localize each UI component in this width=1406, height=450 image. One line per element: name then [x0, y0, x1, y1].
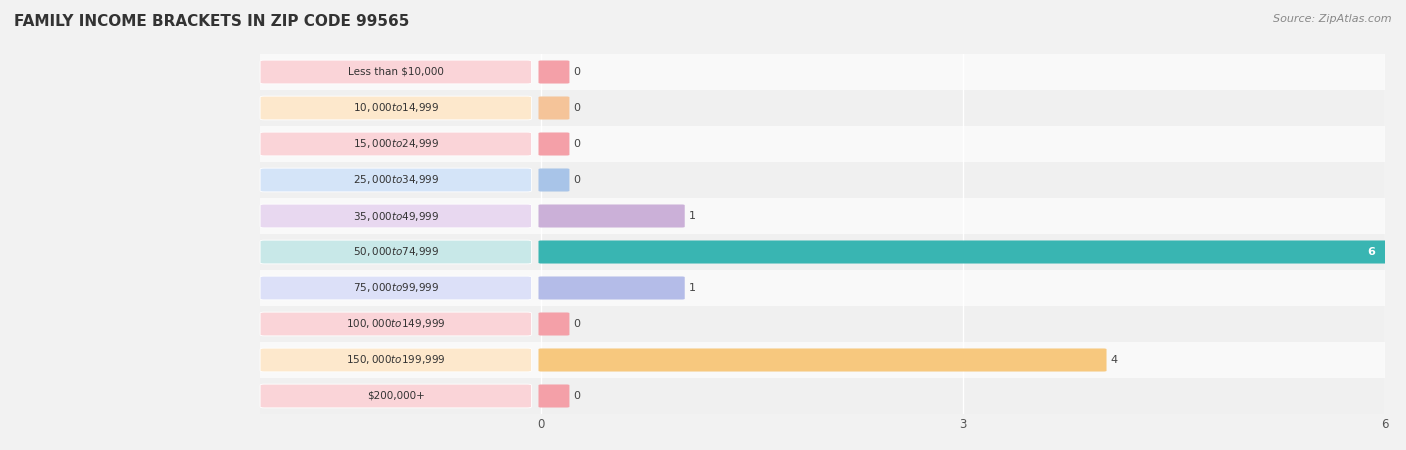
Text: 0: 0	[574, 391, 581, 401]
Bar	[260, 126, 1385, 162]
Bar	[260, 270, 1385, 306]
Text: $75,000 to $99,999: $75,000 to $99,999	[353, 282, 439, 294]
FancyBboxPatch shape	[538, 240, 1388, 264]
Bar	[260, 378, 1385, 414]
Text: $15,000 to $24,999: $15,000 to $24,999	[353, 138, 439, 150]
Text: 0: 0	[574, 67, 581, 77]
Bar	[260, 162, 1385, 198]
FancyBboxPatch shape	[260, 132, 531, 156]
Text: Source: ZipAtlas.com: Source: ZipAtlas.com	[1274, 14, 1392, 23]
FancyBboxPatch shape	[260, 348, 531, 372]
Text: $10,000 to $14,999: $10,000 to $14,999	[353, 102, 439, 114]
FancyBboxPatch shape	[260, 168, 531, 192]
FancyBboxPatch shape	[260, 276, 531, 300]
Text: $100,000 to $149,999: $100,000 to $149,999	[346, 318, 446, 330]
FancyBboxPatch shape	[538, 168, 569, 192]
Text: $25,000 to $34,999: $25,000 to $34,999	[353, 174, 439, 186]
Text: 1: 1	[689, 283, 696, 293]
Text: $35,000 to $49,999: $35,000 to $49,999	[353, 210, 439, 222]
Bar	[260, 54, 1385, 90]
Text: $50,000 to $74,999: $50,000 to $74,999	[353, 246, 439, 258]
FancyBboxPatch shape	[538, 312, 569, 336]
Text: $200,000+: $200,000+	[367, 391, 425, 401]
FancyBboxPatch shape	[260, 96, 531, 120]
Text: FAMILY INCOME BRACKETS IN ZIP CODE 99565: FAMILY INCOME BRACKETS IN ZIP CODE 99565	[14, 14, 409, 28]
FancyBboxPatch shape	[538, 276, 685, 300]
Bar	[260, 198, 1385, 234]
Bar	[260, 234, 1385, 270]
Text: 0: 0	[574, 319, 581, 329]
FancyBboxPatch shape	[260, 312, 531, 336]
Text: 4: 4	[1111, 355, 1118, 365]
Bar	[260, 342, 1385, 378]
FancyBboxPatch shape	[538, 204, 685, 228]
FancyBboxPatch shape	[538, 132, 569, 156]
FancyBboxPatch shape	[538, 60, 569, 84]
Bar	[260, 90, 1385, 126]
Bar	[260, 306, 1385, 342]
Text: 6: 6	[1367, 247, 1375, 257]
Text: 0: 0	[574, 103, 581, 113]
Text: Less than $10,000: Less than $10,000	[347, 67, 444, 77]
Text: 0: 0	[574, 175, 581, 185]
FancyBboxPatch shape	[538, 96, 569, 120]
FancyBboxPatch shape	[260, 384, 531, 408]
Text: 0: 0	[574, 139, 581, 149]
FancyBboxPatch shape	[260, 204, 531, 228]
FancyBboxPatch shape	[538, 384, 569, 408]
FancyBboxPatch shape	[538, 348, 1107, 372]
FancyBboxPatch shape	[260, 60, 531, 84]
Text: $150,000 to $199,999: $150,000 to $199,999	[346, 354, 446, 366]
Text: 1: 1	[689, 211, 696, 221]
FancyBboxPatch shape	[260, 240, 531, 264]
